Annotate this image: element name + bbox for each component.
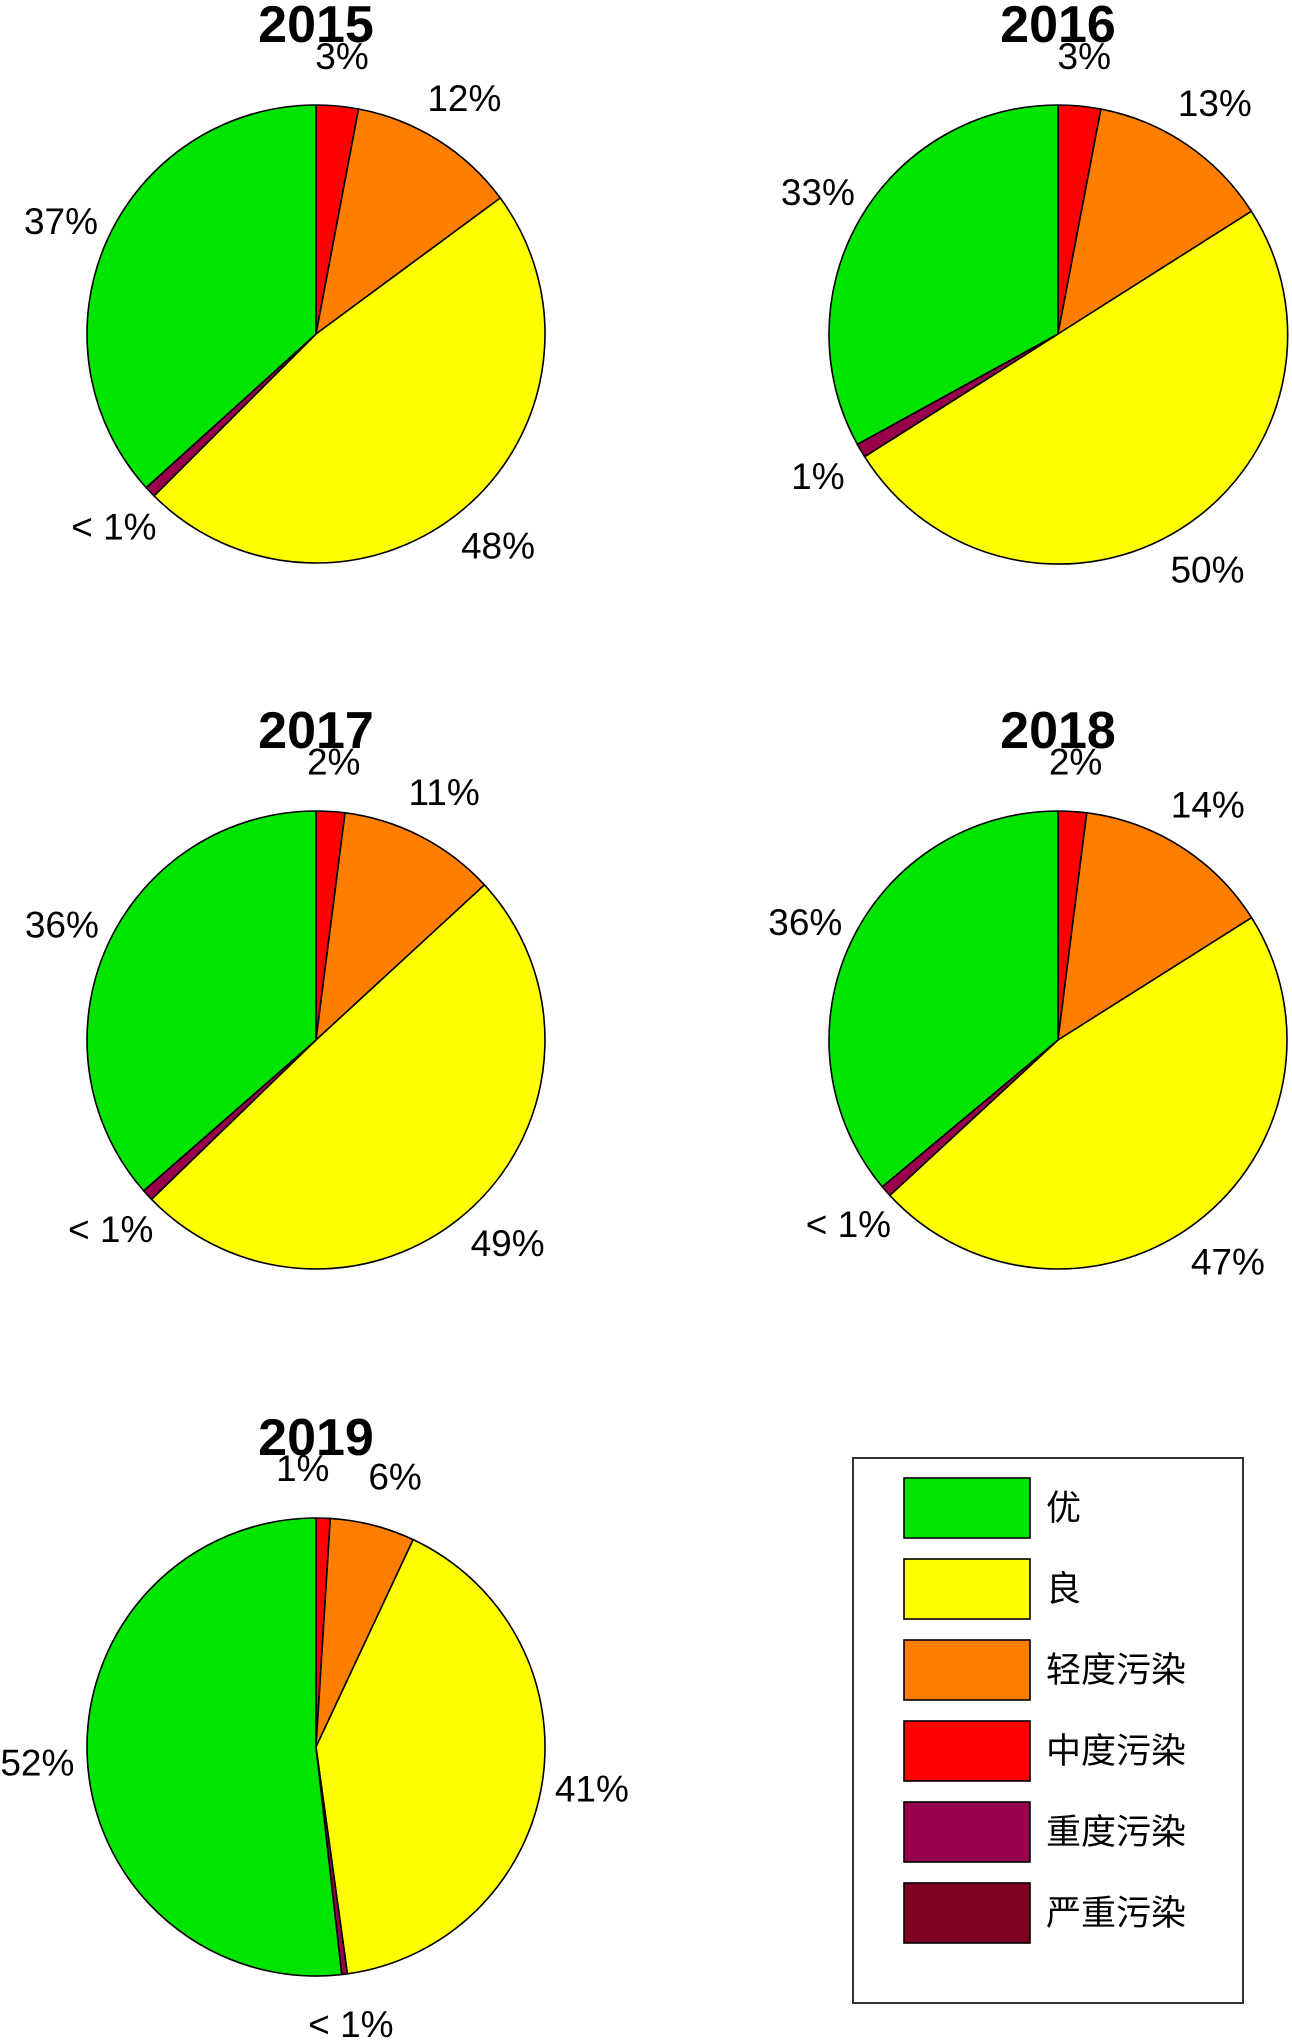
pie-slice xyxy=(315,1538,546,1975)
pie-title: 2019 xyxy=(258,1409,374,1467)
legend-swatch xyxy=(903,1720,1031,1782)
legend-label: 轻度污染 xyxy=(1046,1651,1186,1691)
pie-slice xyxy=(828,810,1059,1188)
legend-label: 优 xyxy=(1046,1489,1081,1529)
pie-title: 2016 xyxy=(1000,0,1116,54)
slice-label: 2% xyxy=(1049,742,1102,783)
legend-label: 中度污染 xyxy=(1046,1732,1186,1772)
pie-slice xyxy=(1057,812,1253,1041)
pie-slice xyxy=(828,104,1059,446)
legend-label: 良 xyxy=(1046,1570,1081,1610)
slice-label: 48% xyxy=(461,526,535,567)
slice-label: 13% xyxy=(1178,83,1252,124)
pie-slice xyxy=(150,884,546,1270)
pie-slice xyxy=(1057,108,1253,335)
slice-label: 49% xyxy=(471,1223,545,1264)
slice-label: 36% xyxy=(768,902,842,943)
slice-label: 12% xyxy=(427,78,501,119)
legend-item: 重度污染 xyxy=(903,1801,1186,1863)
pie-slice xyxy=(86,1517,343,1977)
slice-label: < 1% xyxy=(71,506,156,547)
pie-slice xyxy=(315,108,502,335)
legend-swatch xyxy=(903,1477,1031,1539)
legend-swatch xyxy=(903,1801,1031,1863)
legend-item: 严重污染 xyxy=(903,1882,1186,1944)
slice-label: 3% xyxy=(315,36,368,77)
slice-label: 52% xyxy=(0,1743,74,1784)
legend-item: 中度污染 xyxy=(903,1720,1186,1782)
pie-slice xyxy=(863,210,1289,565)
legend-label: 严重污染 xyxy=(1046,1894,1186,1934)
legend-item: 轻度污染 xyxy=(903,1639,1186,1701)
pie-slice xyxy=(315,812,486,1041)
slice-label: < 1% xyxy=(308,2004,393,2041)
legend-item: 优 xyxy=(903,1477,1081,1539)
slice-label: 47% xyxy=(1191,1241,1265,1282)
slice-label: 33% xyxy=(781,172,855,213)
pie-title: 2015 xyxy=(258,0,374,54)
pie-title: 2018 xyxy=(1000,702,1116,760)
slice-label: 11% xyxy=(408,772,479,813)
pie-slice xyxy=(86,104,317,489)
slice-label: 3% xyxy=(1058,36,1111,77)
legend-swatch xyxy=(903,1558,1031,1620)
legend-item: 良 xyxy=(903,1558,1081,1620)
slice-label: 14% xyxy=(1171,785,1245,826)
pie-slice xyxy=(889,916,1288,1270)
pie-slice xyxy=(153,197,546,564)
pie-slice xyxy=(86,810,317,1192)
pie-title: 2017 xyxy=(258,702,374,760)
legend-swatch xyxy=(903,1639,1031,1701)
slice-label: < 1% xyxy=(68,1209,153,1250)
legend-label: 重度污染 xyxy=(1046,1813,1186,1853)
slice-label: 6% xyxy=(368,1457,421,1498)
slice-label: 2% xyxy=(307,742,360,783)
slice-label: 37% xyxy=(24,201,98,242)
slice-label: < 1% xyxy=(806,1204,891,1245)
slice-label: 41% xyxy=(555,1769,629,1810)
slice-label: 36% xyxy=(25,905,99,946)
slice-label: 1% xyxy=(791,456,844,497)
slice-label: 50% xyxy=(1170,550,1244,591)
slice-label: 1% xyxy=(276,1448,329,1489)
legend-swatch xyxy=(903,1882,1031,1944)
